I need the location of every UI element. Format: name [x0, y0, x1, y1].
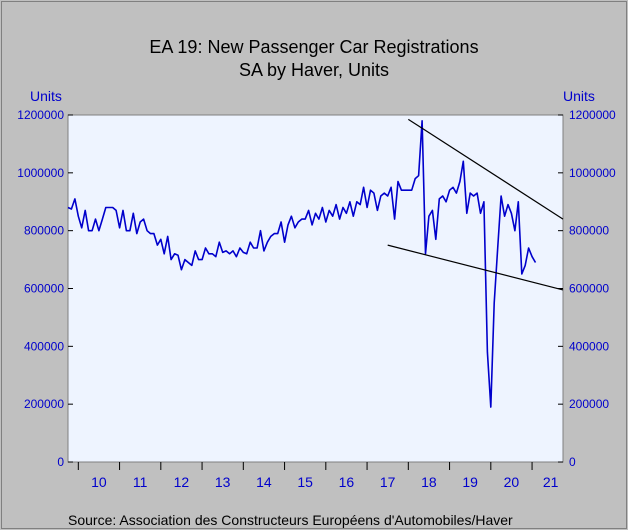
- left-axis-unit-label: Units: [30, 88, 62, 104]
- y-tick-label-right: 0: [569, 455, 576, 469]
- x-tick-label: 15: [297, 474, 313, 490]
- left-y-axis: 0 200000 400000 600000 800000 1000000 1200000: [17, 108, 73, 469]
- x-tick-label: 11: [133, 474, 148, 490]
- x-tick-label: 21: [543, 474, 559, 490]
- plot-area: [67, 114, 564, 463]
- y-tick-label-right: 1200000: [569, 108, 616, 122]
- x-tick-label: 10: [91, 474, 107, 490]
- chart-subtitle: SA by Haver, Units: [239, 60, 389, 80]
- y-tick-label-right: 600000: [569, 282, 609, 296]
- y-tick-label-left: 1000000: [17, 166, 64, 180]
- series-layer: [67, 120, 537, 408]
- y-tick-label-right: 800000: [569, 224, 609, 238]
- y-tick-label-left: 400000: [24, 339, 64, 353]
- right-axis-unit-label: Units: [563, 88, 595, 104]
- y-tick-label-left: 200000: [24, 397, 64, 411]
- x-tick-label: 19: [462, 474, 478, 490]
- x-tick-label: 12: [174, 474, 190, 490]
- trendline: [407, 118, 564, 220]
- y-tick-label-left: 600000: [24, 282, 64, 296]
- x-tick-label: 20: [504, 474, 520, 490]
- y-tick-label-left: 1200000: [17, 108, 64, 122]
- chart-title: EA 19: New Passenger Car Registrations: [149, 37, 478, 57]
- trendline-layer: [387, 118, 564, 291]
- y-tick-label-right: 1000000: [569, 166, 616, 180]
- y-tick-label-left: 800000: [24, 224, 64, 238]
- y-tick-label-left: 0: [57, 455, 64, 469]
- x-tick-label: 13: [215, 474, 231, 490]
- y-tick-label-right: 400000: [569, 339, 609, 353]
- x-tick-label: 17: [380, 474, 396, 490]
- right-y-axis: 0 200000 400000 600000 800000 1000000 1200000: [558, 108, 616, 469]
- trendline: [387, 244, 564, 291]
- x-axis: 10 11 12 13 14 15 16 17 18 19 20 21: [77, 462, 559, 490]
- x-tick-label: 14: [256, 474, 272, 490]
- y-tick-label-right: 200000: [569, 397, 609, 411]
- source-note: Source: Association des Constructeurs Eu…: [68, 512, 513, 528]
- x-tick-label: 18: [421, 474, 437, 490]
- series-line: [67, 120, 537, 408]
- x-tick-label: 16: [339, 474, 355, 490]
